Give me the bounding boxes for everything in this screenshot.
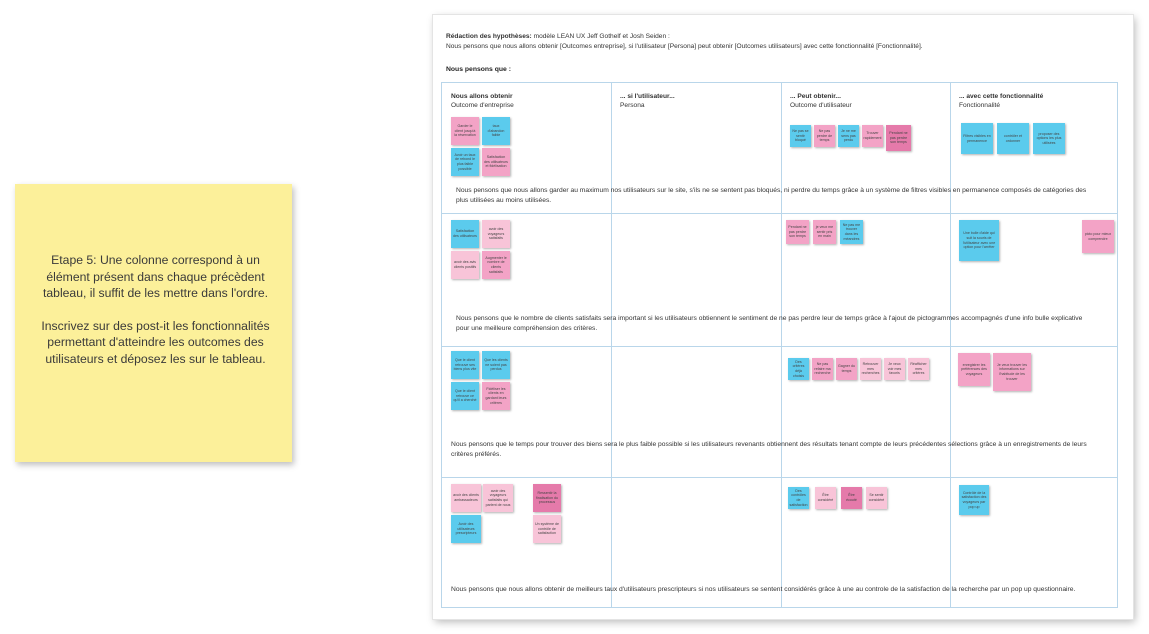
sticky-note[interactable]: Retrouver mes recherches	[860, 358, 881, 380]
board-intro: Rédaction des hypothèses: modèle LEAN UX…	[446, 32, 1116, 51]
sticky-note[interactable]: Ne pas perdre de temps	[814, 125, 835, 147]
sticky-note[interactable]: avoir des voyageurs satisfaits qui parle…	[483, 484, 513, 512]
row-divider	[442, 213, 1117, 214]
column-title: Nous allons obtenir	[451, 93, 513, 100]
board-subtitle: Nous pensons que :	[446, 66, 511, 73]
sticky-note[interactable]: Un système de contrôle de satisfaction	[533, 515, 561, 543]
sticky-note[interactable]: Que le client retrouve ses biens plus vi…	[451, 351, 479, 379]
column-title: ... avec cette fonctionnalité	[959, 93, 1044, 100]
sticky-note[interactable]: Être considéré	[815, 487, 836, 509]
sticky-note[interactable]: je veux me sentir pris en main	[813, 220, 836, 244]
sticky-note[interactable]: Contrôle de la satisfaction des voyageur…	[959, 485, 989, 515]
sticky-note[interactable]: Trouver rapidement	[862, 125, 883, 147]
column-header-feature: ... avec cette fonctionnalité Fonctionna…	[959, 92, 1043, 110]
column-subtitle: Outcome d'utilisateur	[790, 102, 852, 109]
sticky-note[interactable]: Pendant ne pas perdre son temps	[786, 220, 809, 244]
sticky-note[interactable]: Ne pas refaire ma recherche	[812, 358, 833, 380]
sticky-note[interactable]: Satisfaction des utilisateurs	[451, 220, 479, 248]
sticky-note[interactable]: Ressentir la finalisation du processus	[533, 484, 561, 512]
hypothesis-grid: Nous allons obtenir Outcome d'entreprise…	[441, 82, 1118, 608]
board-intro-template: Nous pensons que nous allons obtenir [Ou…	[446, 42, 923, 50]
row-divider	[442, 346, 1117, 347]
hypothesis-board[interactable]: Rédaction des hypothèses: modèle LEAN UX…	[433, 15, 1133, 619]
sticky-note[interactable]: Des critères déjà choisis	[788, 358, 809, 380]
sticky-note[interactable]: avoir des clients ambassadeurs	[451, 484, 481, 512]
sticky-note[interactable]: Pendant ne pas perdre son temps	[886, 125, 911, 151]
sticky-note[interactable]: Que les clients ne soient pas perdus	[482, 351, 510, 379]
column-header-business-outcome: Nous allons obtenir Outcome d'entreprise	[451, 92, 514, 110]
sticky-note[interactable]: enregistrer les préférences des voyageur…	[958, 353, 990, 386]
sticky-note[interactable]: Des contrôles de satisfaction	[788, 487, 809, 509]
sticky-note[interactable]: Je veux voir mes favoris	[884, 358, 905, 380]
hypothesis-sentence-3: Nous pensons que le temps pour trouver d…	[451, 441, 1087, 458]
sticky-note[interactable]: taux d'abandon faible	[482, 117, 510, 145]
sticky-note[interactable]: Garder le client jusqu'à la réservation	[451, 117, 479, 145]
column-subtitle: Persona	[620, 102, 645, 109]
hypothesis-sentence-4: Nous pensons que nous allons obtenir de …	[451, 586, 1076, 593]
column-divider	[950, 83, 951, 607]
sticky-note[interactable]: Filtres visibles en permanence	[961, 123, 993, 154]
sticky-note[interactable]: Ne pas me trouver dans les méandres	[840, 220, 863, 244]
row-divider	[442, 477, 1117, 478]
sticky-note[interactable]: proposer des options les plus utilisées	[1033, 123, 1065, 154]
sticky-note[interactable]: Être écouté	[841, 487, 862, 509]
board-intro-title: Rédaction des hypothèses:	[446, 33, 532, 40]
sticky-note[interactable]: avoir des avis clients positifs	[451, 251, 479, 279]
column-title: ... Peut obtenir...	[790, 93, 841, 100]
column-subtitle: Outcome d'entreprise	[451, 102, 514, 109]
sticky-note[interactable]: Je ne me sens pas perdu	[838, 125, 859, 147]
sticky-note[interactable]: Satisfaction des utilisateurs et fidélis…	[482, 148, 510, 176]
instruction-step-text: Etape 5: Une colonne correspond à un élé…	[43, 253, 268, 300]
sticky-note[interactable]: Une bulle d'aide qui suit la souris de l…	[959, 220, 999, 261]
board-intro-source: modèle LEAN UX Jeff Gothelf et Josh Seid…	[531, 33, 670, 40]
sticky-note[interactable]: Fidéliser les clients en gardant leurs c…	[482, 382, 510, 410]
sticky-note[interactable]: Que le client retrouve ce qu'il a cherch…	[451, 382, 479, 410]
sticky-note[interactable]: Réafficher mes critères	[908, 358, 929, 380]
column-title: ... si l'utilisateur...	[620, 93, 675, 100]
sticky-note[interactable]: Je veux trouver les informations sur l'h…	[993, 353, 1031, 391]
sticky-note[interactable]: Avoir un taux de rebond le plus faible p…	[451, 148, 479, 176]
column-divider	[781, 83, 782, 607]
sticky-note[interactable]: Avoir des utilisateurs prescripteurs	[451, 515, 481, 543]
sticky-note[interactable]: Gagner du temps	[836, 358, 857, 380]
hypothesis-sentence-1: Nous pensons que nous allons garder au m…	[456, 187, 1087, 204]
sticky-note[interactable]: Se sentir considéré	[866, 487, 887, 509]
sticky-note[interactable]: avoir des voyageurs satisfaits	[482, 220, 510, 248]
instruction-sticky-note[interactable]: Etape 5: Une colonne correspond à un élé…	[15, 184, 292, 462]
instruction-task-text: Inscrivez sur des post-it les fonctionna…	[41, 318, 270, 366]
sticky-note[interactable]: Ne pas se sentir bloqué	[790, 125, 811, 147]
column-subtitle: Fonctionnalité	[959, 102, 1001, 109]
hypothesis-sentence-2: Nous pensons que le nombre de clients sa…	[456, 315, 1083, 332]
sticky-note[interactable]: Augmenter le nombre de clients satisfait…	[482, 251, 510, 279]
column-divider	[611, 83, 612, 607]
column-header-user-outcome: ... Peut obtenir... Outcome d'utilisateu…	[790, 92, 852, 110]
column-header-persona: ... si l'utilisateur... Persona	[620, 92, 675, 110]
sticky-note[interactable]: contrôler et ordonner	[997, 123, 1029, 154]
sticky-note[interactable]: picto pour mieux comprendre	[1082, 220, 1114, 253]
